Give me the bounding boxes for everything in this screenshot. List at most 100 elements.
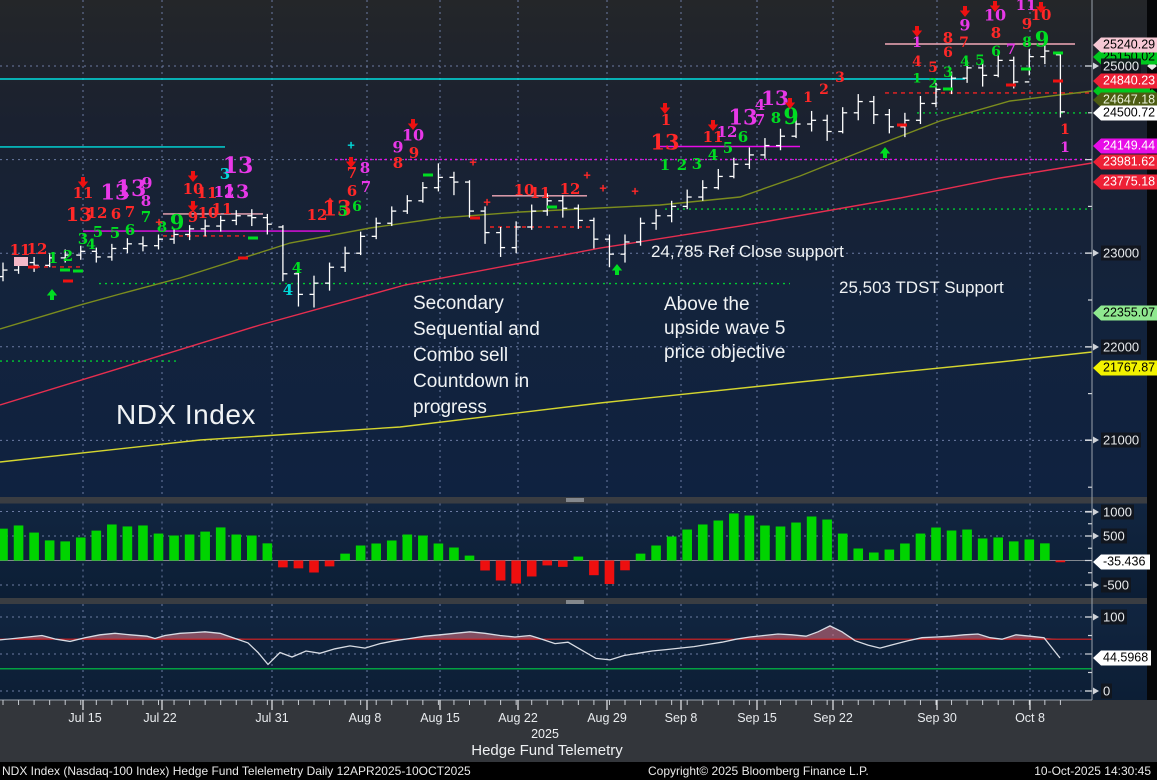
td-marker: 8 [393, 154, 403, 172]
histogram-bar [666, 536, 677, 561]
oscillator-line [0, 625, 1061, 666]
histogram-bar [697, 524, 708, 561]
x-axis-date-label: Jul 15 [68, 711, 102, 725]
green-dash [73, 269, 83, 273]
histogram-bar [433, 543, 444, 561]
sell-arrow-icon [407, 119, 419, 130]
histogram-bar [278, 560, 288, 568]
sell-arrow-icon [659, 103, 671, 114]
y-axis-label: 500 [1101, 528, 1127, 544]
histogram-bar [1055, 560, 1066, 563]
td-marker: 10 [514, 181, 535, 199]
td-marker: 6 [991, 44, 1001, 60]
histogram-bar [184, 534, 195, 561]
histogram-bar [0, 528, 8, 561]
td-marker: 1 [48, 249, 58, 267]
x-axis-date-label: Aug 15 [420, 711, 460, 725]
td-marker: 4 [960, 54, 970, 70]
histogram-bar [309, 560, 319, 573]
price-flag: 25240.29 [1093, 37, 1157, 53]
td-marker: 6 [943, 45, 953, 61]
red-dash [63, 279, 73, 283]
bot-panel-bg [0, 604, 1147, 700]
price-flag: 24149.44 [1093, 138, 1157, 154]
td-marker: 4 [86, 237, 96, 253]
histogram-bar [573, 556, 584, 561]
plus-marker: + [483, 195, 491, 210]
td-marker: 7 [361, 178, 371, 196]
y-tick-arrow [1093, 532, 1099, 540]
td-marker: 7 [141, 208, 151, 226]
green-dash [943, 87, 953, 91]
histogram-bar [651, 545, 661, 561]
green-dash [60, 268, 70, 272]
status-copyright: Copyright© 2025 Bloomberg Finance L.P. [648, 764, 869, 778]
price-bars [0, 41, 1065, 308]
td-marker: 5 [110, 224, 120, 242]
sell-arrow-icon [345, 157, 357, 168]
red-dash [1053, 79, 1063, 83]
td-marker: 13 [761, 86, 789, 110]
status-timestamp: 10-Oct-2025 14:30:45 [1034, 764, 1151, 778]
y-tick-arrow [1093, 249, 1099, 257]
td-marker: 9 [783, 104, 798, 130]
scrollbar-track[interactable] [1147, 0, 1157, 700]
sell-arrow-icon [187, 201, 199, 212]
td-marker: 7 [1006, 42, 1016, 58]
histogram-bar [589, 560, 599, 576]
price-flag: 22355.07 [1093, 305, 1157, 321]
buy-arrow-icon [46, 289, 58, 300]
red-dash [470, 216, 480, 220]
histogram-bar [293, 560, 304, 569]
histogram-bar [542, 560, 553, 566]
td-marker: 6 [347, 182, 357, 200]
overlay-lines [0, 43, 1092, 362]
x-axis-year: 2025 [531, 727, 559, 741]
histogram-bar [247, 535, 257, 561]
histogram-bar [729, 513, 739, 561]
td-marker: 12 [560, 180, 581, 198]
x-axis-date-label: Jul 31 [255, 711, 289, 725]
td-marker: 1 [803, 90, 813, 106]
histogram-bar [962, 529, 972, 561]
y-axis-label: -500 [1101, 577, 1132, 593]
green-dash [248, 236, 258, 240]
green-dash [1021, 67, 1031, 71]
histogram-bar [822, 519, 832, 561]
td-marker: 12 [717, 123, 738, 141]
td-marker: 9 [1035, 27, 1050, 52]
histogram-bar [418, 535, 428, 561]
price-flag: 21767.87 [1093, 360, 1157, 376]
td-marker: 8 [1022, 35, 1032, 51]
td-marker: 11 [10, 241, 31, 259]
td-marker: 13 [650, 130, 679, 155]
td-marker: 11 [530, 184, 551, 202]
td-marker: 8 [157, 218, 167, 236]
td-marker: 4 [912, 54, 922, 70]
histogram-bar [760, 525, 770, 561]
histogram-bar [231, 534, 242, 561]
histogram-bar [44, 540, 55, 561]
x-axis-strip-bg [0, 700, 1157, 762]
histogram-bar [495, 560, 506, 581]
green-dash [423, 173, 433, 177]
sell-arrow-icon [784, 98, 796, 109]
td-marker: 13 [116, 176, 147, 202]
histogram-bar [853, 548, 864, 561]
td-marker: 1 [661, 111, 671, 129]
td-marker: 11 [73, 184, 94, 202]
price-flag: -35.436 [1093, 554, 1150, 570]
green-dash [547, 205, 557, 209]
highlight-zone [14, 257, 28, 266]
y-tick-arrow [1093, 613, 1099, 621]
y-tick-arrow [1093, 581, 1099, 589]
price-flag: 23775.18 [1093, 174, 1157, 190]
td-marker: 5 [975, 53, 985, 69]
histogram-bar [837, 533, 848, 561]
td-marker: 7 [347, 164, 357, 182]
plus-marker: + [347, 138, 355, 153]
td-marker: 1 [1060, 122, 1070, 138]
td-marker: 13 [66, 204, 92, 226]
